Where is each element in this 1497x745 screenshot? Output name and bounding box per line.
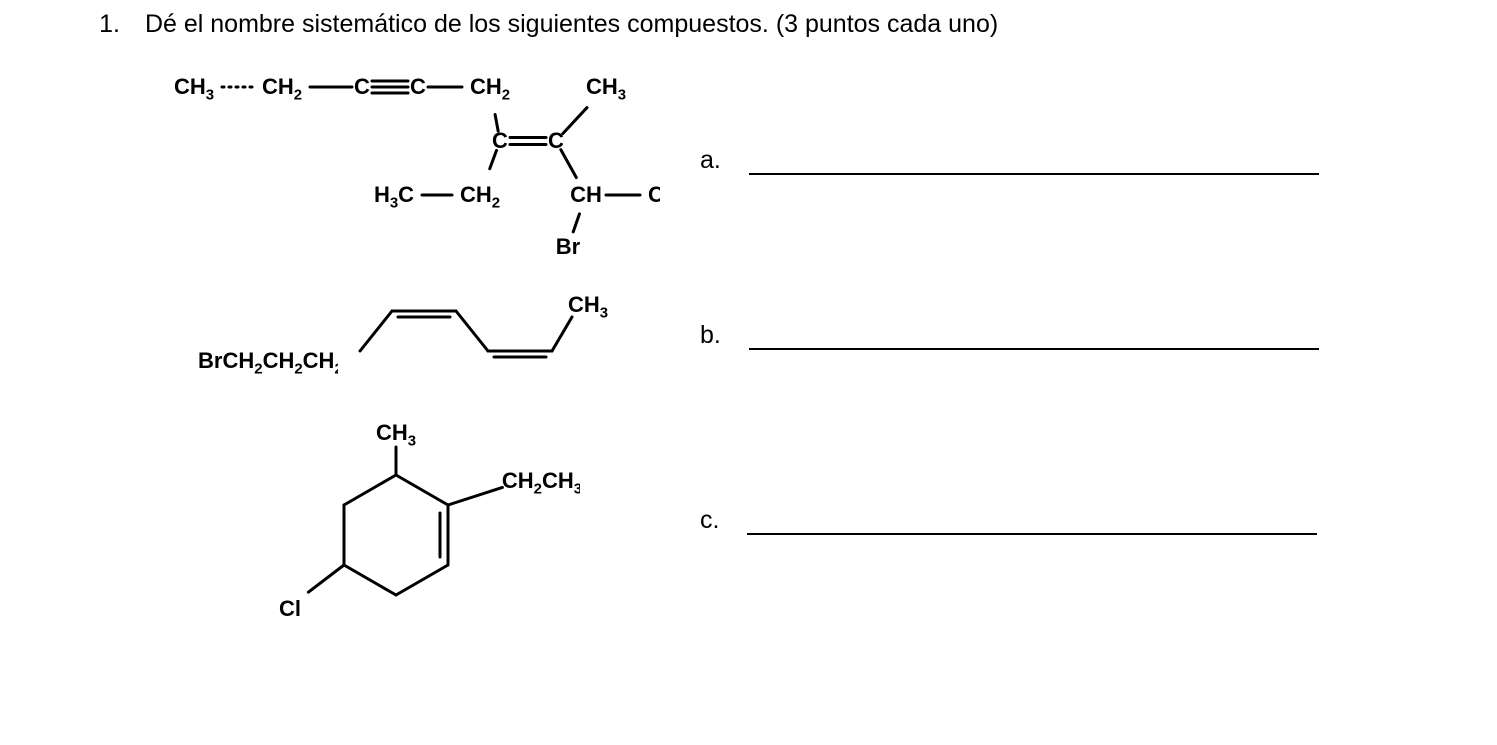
- question-number: 1.: [80, 10, 120, 39]
- answer-blank-b[interactable]: [749, 346, 1319, 350]
- worksheet-page: 1. Dé el nombre sistemático de los sigui…: [0, 0, 1497, 745]
- structure-b-svg: BrCH2CH2CH2CH3: [160, 289, 640, 389]
- structure-b: BrCH2CH2CH2CH3: [80, 289, 680, 389]
- structure-a: CH3CH2CCCH2CCCH3CH2H3CCHCH3Br: [80, 69, 680, 259]
- answer-label-c: c.: [700, 506, 719, 535]
- compound-row-c: CH3CH2CH3Cl c.: [80, 419, 1417, 629]
- answer-cell-b: b.: [680, 321, 1319, 358]
- answer-label-b: b.: [700, 321, 721, 350]
- question-text: Dé el nombre sistemático de los siguient…: [145, 10, 998, 38]
- answer-blank-a[interactable]: [749, 171, 1319, 175]
- structure-a-svg: CH3CH2CCCH2CCCH3CH2H3CCHCH3Br: [140, 69, 660, 259]
- compound-row-a: CH3CH2CCCH2CCCH3CH2H3CCHCH3Br a.: [80, 69, 1417, 259]
- answer-cell-a: a.: [680, 146, 1319, 183]
- answer-blank-c[interactable]: [747, 531, 1317, 535]
- answer-cell-c: c.: [680, 506, 1317, 543]
- structure-c: CH3CH2CH3Cl: [80, 419, 680, 629]
- compound-row-b: BrCH2CH2CH2CH3 b.: [80, 289, 1417, 389]
- structure-c-svg: CH3CH2CH3Cl: [220, 419, 580, 629]
- answer-label-a: a.: [700, 146, 721, 175]
- question-header: 1. Dé el nombre sistemático de los sigui…: [80, 10, 1417, 39]
